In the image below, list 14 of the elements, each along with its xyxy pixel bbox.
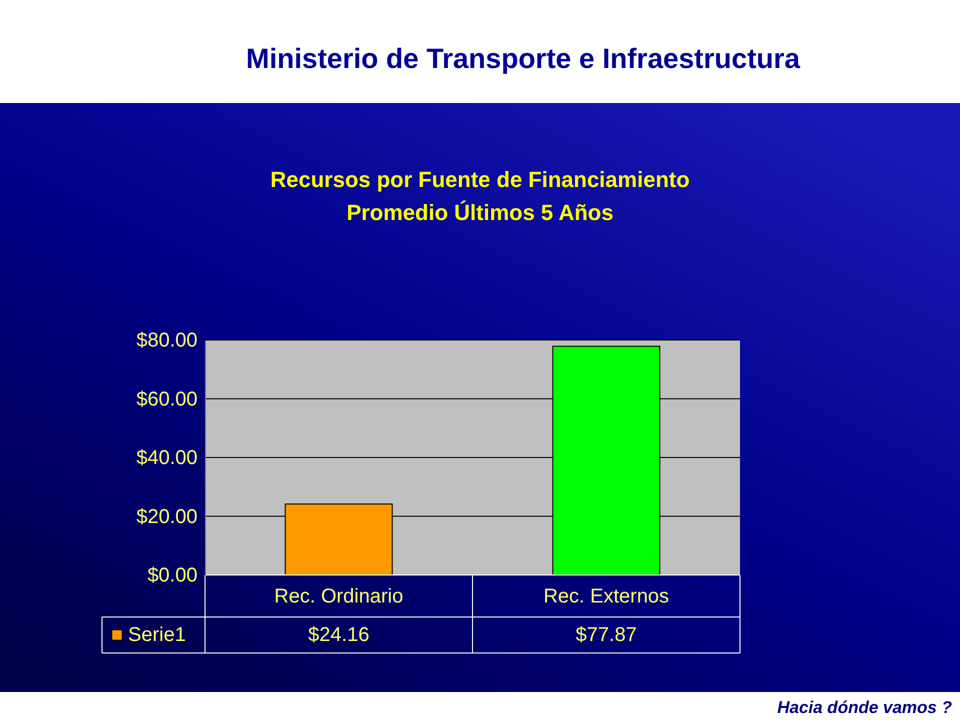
data-label: $77.87 [576, 624, 637, 646]
chart-title: Recursos por Fuente de Financiamiento [270, 167, 690, 192]
text: Ministerio de Transporte e Infraestructura [246, 43, 800, 74]
x-tick-label: Rec. Ordinario [274, 586, 404, 608]
y-tick-label: $20.00 [136, 506, 198, 528]
y-tick-label: $80.00 [136, 330, 198, 352]
y-tick-label: $0.00 [147, 564, 198, 586]
legend-label: Serie1 [128, 624, 186, 646]
y-tick-label: $40.00 [136, 447, 198, 469]
chart-subtitle: Promedio Últimos 5 Años [346, 200, 614, 225]
y-tick-label: $60.00 [136, 388, 198, 410]
text: Hacia dónde vamos ? [777, 698, 953, 717]
x-tick-label: Rec. Externos [543, 586, 670, 608]
data-label: $24.16 [308, 624, 370, 646]
